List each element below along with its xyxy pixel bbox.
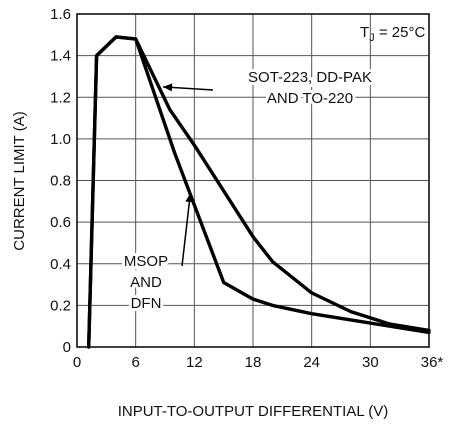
x-tick-label: 24	[303, 354, 320, 371]
series-label-msop: MSOP AND DFN	[121, 250, 171, 315]
series-label-sot223: SOT-223, DD-PAK AND TO-220	[245, 66, 375, 110]
y-tick-label: 1.4	[50, 48, 71, 65]
series-label-line: SOT-223, DD-PAK	[248, 69, 372, 86]
y-tick-label: 0.8	[50, 173, 71, 190]
y-tick-label: 0.6	[50, 214, 71, 231]
series-label-line: AND TO-220	[267, 90, 353, 107]
condition-symbol: T	[360, 24, 369, 41]
annotations: SOT-223, DD-PAK AND TO-220 MSOP AND DFN	[121, 66, 375, 315]
series-label-line: DFN	[131, 295, 162, 312]
arrow-sot223	[162, 83, 214, 92]
y-tick-label: 0.4	[50, 256, 71, 273]
y-axis-label: CURRENT LIMIT (A)	[11, 111, 28, 250]
arrow-msop	[181, 192, 194, 267]
condition-subscript: J	[369, 32, 375, 44]
y-tick-label: 1.6	[50, 6, 71, 23]
series-lines	[86, 35, 431, 349]
y-tick-label: 0	[63, 339, 71, 356]
x-tick-label: 6	[131, 354, 139, 371]
grid	[77, 14, 429, 347]
y-tick-label: 1.2	[50, 89, 71, 106]
x-tick-label: 18	[245, 354, 262, 371]
x-tick-label: 12	[186, 354, 203, 371]
x-tick-label: 0	[73, 354, 81, 371]
x-tick-label: 30	[362, 354, 379, 371]
series-line-msop	[86, 35, 431, 349]
plot-frame	[76, 13, 430, 348]
x-tick-label: 36*	[421, 354, 444, 371]
condition-value: = 25°C	[375, 24, 426, 41]
temperature-condition: TJ = 25°C	[360, 24, 425, 44]
series-label-line: MSOP	[124, 253, 168, 270]
y-tick-label: 0.2	[50, 297, 71, 314]
x-axis-label: INPUT-TO-OUTPUT DIFFERENTIAL (V)	[118, 403, 389, 420]
series-label-line: AND	[130, 274, 162, 291]
y-tick-label: 1.0	[50, 131, 71, 148]
tick-labels: 0 6 12 18 24 30 36* 0 0.2 0.4 0.6 0.8 1.0 1.2 1.4 1.6	[50, 6, 443, 371]
